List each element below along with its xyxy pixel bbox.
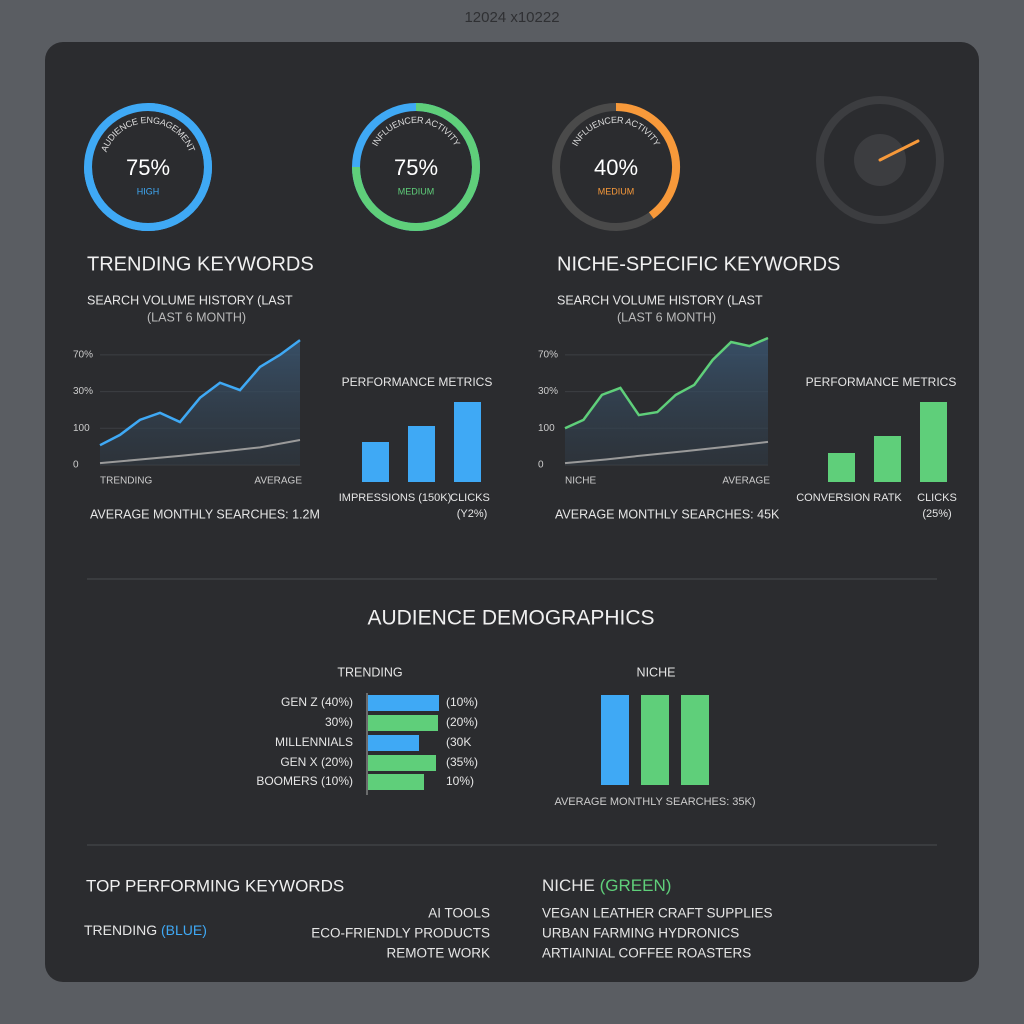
x-label: AVERAGE <box>722 476 770 487</box>
bar <box>641 695 669 785</box>
gauge-arc <box>615 103 680 219</box>
subtitle: SEARCH VOLUME HISTORY (LAST <box>87 293 293 307</box>
gauge-value: 75% <box>126 155 170 180</box>
bar <box>828 453 855 482</box>
gauge-arc <box>84 103 212 231</box>
bar <box>874 436 901 482</box>
trending-heading: TRENDING (BLUE) <box>84 922 207 938</box>
line <box>564 336 769 430</box>
metric-label: CONVERSION RATK <box>796 492 902 504</box>
hbar <box>368 715 438 731</box>
chart-title: NICHE <box>637 665 676 679</box>
section-title: AUDIENCE DEMOGRAPHICS <box>367 607 654 630</box>
footer: AVERAGE MONTHLY SEARCHES: 1.2M <box>90 507 320 521</box>
gauge-arc <box>352 103 480 231</box>
keyword: ARTIAINIAL COFFEE ROASTERS <box>542 946 751 961</box>
x-label: NICHE <box>565 476 596 487</box>
subtitle: (LAST 6 MONTH) <box>617 310 716 324</box>
tag: (BLUE) <box>161 922 207 938</box>
row-label: 30%) <box>325 715 353 729</box>
row-label: GEN Z (40%) <box>281 695 353 709</box>
y-tick-label: 100 <box>73 423 90 434</box>
section-title: TOP PERFORMING KEYWORDS <box>86 876 344 895</box>
hbar <box>368 695 439 711</box>
line <box>99 339 301 447</box>
metrics-title: PERFORMANCE METRICS <box>806 375 957 389</box>
caption: AVERAGE MONTHLY SEARCHES: 35K) <box>554 796 755 808</box>
section-title: NICHE-SPECIFIC KEYWORDS <box>557 253 840 275</box>
average-line <box>99 439 301 465</box>
tag: (GREEN) <box>600 876 672 895</box>
niche-heading: NICHE (GREEN) <box>542 876 671 895</box>
x-label: TRENDING <box>100 476 152 487</box>
gauge-value: 75% <box>394 155 438 180</box>
y-tick-label: 70% <box>538 349 558 360</box>
subtitle: (LAST 6 MONTH) <box>147 310 246 324</box>
chart-title: TRENDING <box>337 665 402 679</box>
bar <box>920 402 947 482</box>
hbar <box>368 735 419 751</box>
bar <box>601 695 629 785</box>
gauge-status: HIGH <box>137 186 160 196</box>
metric-label: (Y2%) <box>457 508 488 520</box>
x-label: AVERAGE <box>254 476 302 487</box>
y-tick-label: 30% <box>538 386 558 397</box>
gauge-value: 40% <box>594 155 638 180</box>
row-label: (10%) <box>446 695 478 709</box>
keyword: VEGAN LEATHER CRAFT SUPPLIES <box>542 906 773 921</box>
row-label: MILLENNIALS <box>275 735 353 749</box>
row-label: GEN X (20%) <box>280 755 353 769</box>
metric-label: IMPRESSIONS (150K) <box>339 492 451 504</box>
footer: AVERAGE MONTHLY SEARCHES: 45K <box>555 507 780 521</box>
keyword: URBAN FARMING HYDRONICS <box>542 926 739 941</box>
bar <box>454 402 481 482</box>
gauge-ring <box>816 96 944 224</box>
y-tick-label: 0 <box>73 460 79 471</box>
area <box>565 337 768 465</box>
subtitle: SEARCH VOLUME HISTORY (LAST <box>557 293 763 307</box>
gauge-status: MEDIUM <box>398 186 435 196</box>
y-tick-label: 70% <box>73 349 93 360</box>
panel <box>45 42 979 982</box>
row-label: (20%) <box>446 715 478 729</box>
metrics-title: PERFORMANCE METRICS <box>342 375 493 389</box>
gauge-needle <box>878 139 920 162</box>
hbar <box>368 755 436 771</box>
keyword: AI TOOLS <box>428 906 490 921</box>
metric-label: CLICKS <box>917 492 957 504</box>
row-label: BOOMERS (10%) <box>256 774 353 788</box>
row-label: (35%) <box>446 755 478 769</box>
gauge-status: MEDIUM <box>598 186 635 196</box>
y-tick-label: 100 <box>538 423 555 434</box>
bar <box>408 426 435 482</box>
metric-label: (25%) <box>922 508 951 520</box>
bar <box>681 695 709 785</box>
caption: 12024 x10222 <box>464 9 559 26</box>
hbar <box>368 774 424 790</box>
metric-label: CLICKS <box>450 492 490 504</box>
y-tick-label: 30% <box>73 386 93 397</box>
row-label: (30K <box>446 735 471 749</box>
area <box>100 340 300 465</box>
label: TRENDING <box>84 922 161 938</box>
average-line <box>564 440 769 465</box>
bar <box>362 442 389 482</box>
y-tick-label: 0 <box>538 460 544 471</box>
row-label: 10%) <box>446 774 474 788</box>
section-title: TRENDING KEYWORDS <box>87 253 314 275</box>
keyword: ECO-FRIENDLY PRODUCTS <box>311 926 490 941</box>
keyword: REMOTE WORK <box>387 946 491 961</box>
label: NICHE <box>542 876 600 895</box>
